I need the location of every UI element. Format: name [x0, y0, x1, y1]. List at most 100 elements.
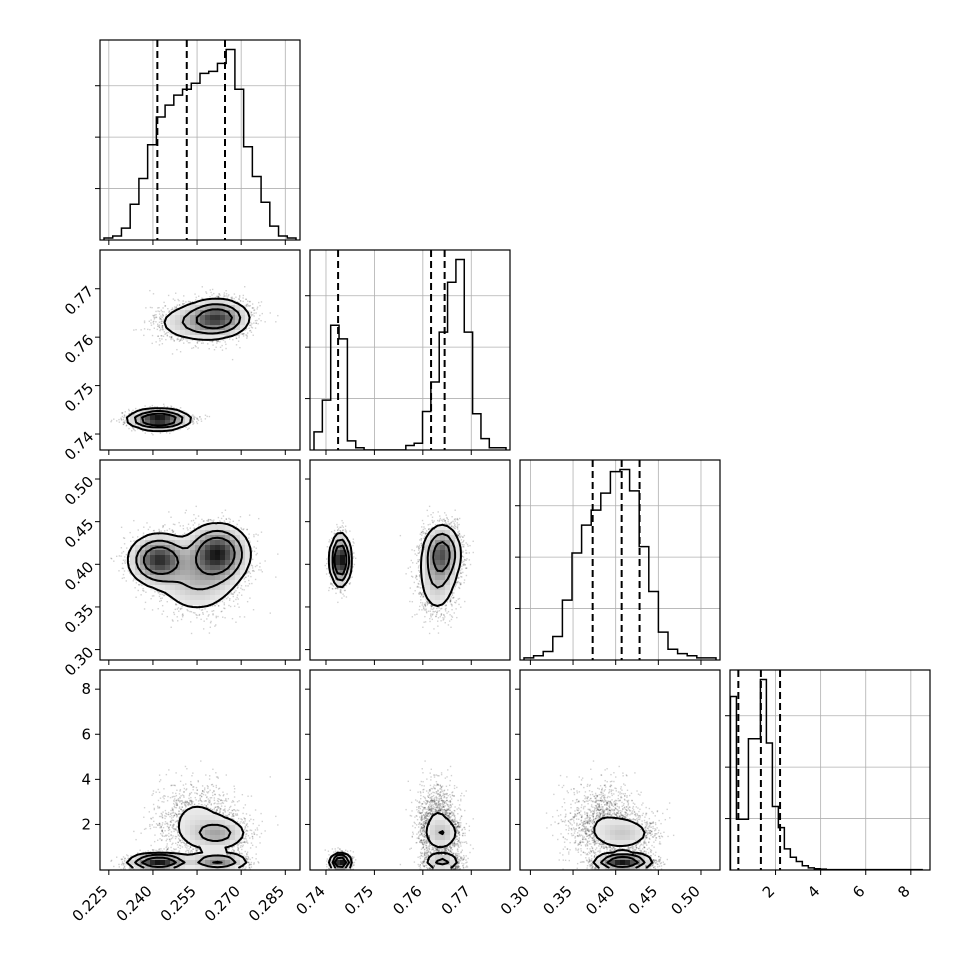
scatter-point [224, 341, 226, 343]
scatter-point [231, 297, 233, 300]
scatter-point [110, 419, 113, 422]
scatter-point [235, 337, 238, 340]
scatter-point [192, 346, 195, 349]
scatter-point [235, 335, 237, 337]
scatter-point [225, 289, 227, 292]
scatter-point [159, 318, 162, 320]
scatter-point [147, 408, 149, 411]
scatter-point [132, 427, 134, 429]
scatter-point [204, 418, 207, 420]
scatter-point [165, 338, 167, 341]
scatter-point [173, 407, 175, 409]
scatter-point [182, 337, 185, 340]
scatter-point [238, 302, 240, 304]
scatter-point [159, 318, 161, 320]
scatter-point [260, 319, 262, 322]
scatter-point [209, 289, 211, 291]
scatter-point [181, 337, 183, 339]
scatter-point [191, 417, 193, 420]
scatter-point [122, 423, 125, 426]
scatter-point [206, 415, 208, 418]
scatter-point [150, 409, 152, 411]
scatter-point [167, 294, 170, 297]
scatter-point [159, 340, 161, 342]
scatter-point [162, 315, 164, 317]
scatter-point [199, 416, 201, 418]
scatter-point [164, 305, 166, 307]
scatter-point [245, 304, 248, 307]
scatter-point [196, 417, 198, 419]
scatter-point [158, 306, 160, 309]
scatter-point [137, 425, 140, 427]
scatter-point [200, 342, 203, 344]
scatter-point [172, 430, 175, 432]
scatter-point [179, 339, 182, 342]
scatter-point [151, 432, 153, 435]
scatter-point [158, 310, 161, 313]
scatter-point [185, 301, 187, 303]
scatter-point [178, 299, 180, 302]
scatter-point [159, 432, 162, 434]
scatter-point [230, 296, 232, 299]
scatter-point [149, 289, 151, 292]
scatter-point [161, 320, 163, 323]
scatter-point [253, 309, 255, 312]
scatter-point [231, 296, 233, 298]
scatter-point [216, 295, 219, 298]
scatter-point [193, 422, 195, 424]
scatter-point [201, 286, 203, 288]
scatter-point [187, 300, 190, 303]
scatter-point [175, 306, 178, 308]
scatter-point [211, 294, 213, 296]
scatter-point [166, 331, 168, 334]
scatter-point [133, 413, 135, 415]
scatter-point [177, 335, 179, 338]
scatter-point [170, 336, 172, 338]
scatter-point [254, 319, 257, 322]
scatter-point [152, 408, 155, 411]
scatter-point [242, 300, 244, 303]
scatter-point [173, 306, 176, 308]
scatter-point [250, 311, 253, 313]
scatter-point [232, 339, 234, 341]
scatter-point [219, 294, 221, 296]
scatter-point [194, 345, 197, 347]
scatter-point [170, 337, 173, 339]
scatter-point [242, 294, 245, 297]
scatter-point [161, 338, 163, 340]
scatter-point [251, 303, 254, 305]
scatter-point [249, 329, 252, 332]
scatter-point [238, 298, 240, 300]
scatter-point [247, 305, 250, 307]
scatter-point [158, 337, 161, 340]
scatter-point [197, 295, 200, 297]
scatter-point [245, 303, 248, 306]
scatter-point [249, 321, 252, 324]
scatter-point [251, 327, 254, 329]
scatter-point [129, 412, 131, 415]
scatter-point [240, 300, 242, 302]
scatter-point [173, 340, 175, 342]
scatter-point [152, 293, 155, 295]
scatter-point [163, 405, 166, 407]
scatter-point [246, 332, 249, 334]
scatter-point [132, 413, 134, 416]
scatter-point [160, 320, 162, 323]
scatter-point [196, 342, 199, 344]
scatter-point [256, 308, 258, 310]
scatter-point [171, 353, 174, 355]
scatter-point [161, 326, 164, 329]
scatter-point [215, 339, 218, 342]
scatter-point [158, 316, 161, 319]
scatter-point [153, 327, 155, 329]
scatter-point [157, 325, 160, 327]
scatter-point [124, 422, 126, 424]
scatter-point [185, 426, 187, 428]
scatter-point [181, 339, 183, 341]
scatter-point [213, 349, 216, 351]
scatter-point [226, 334, 229, 337]
scatter-point [161, 327, 164, 330]
scatter-point [121, 412, 124, 415]
scatter-point [221, 344, 223, 347]
